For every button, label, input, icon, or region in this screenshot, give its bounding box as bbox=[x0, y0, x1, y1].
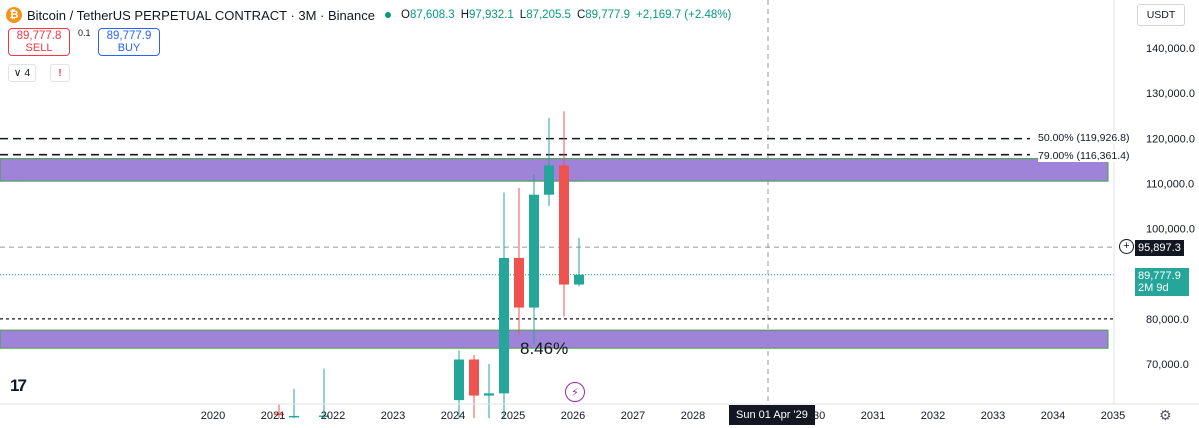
spread-value: 0.1 bbox=[78, 28, 91, 38]
y-tick-label: 120,000.0 bbox=[1146, 133, 1195, 145]
percent-change-label: 8.46% bbox=[520, 339, 569, 358]
x-tick-label: 2035 bbox=[1101, 410, 1125, 422]
y-tick-label: 80,000.0 bbox=[1146, 314, 1189, 326]
sell-button[interactable]: 89,777.8 SELL bbox=[8, 28, 70, 56]
gear-icon[interactable]: ⚙ bbox=[1159, 407, 1172, 423]
last-price-value: 89,777.9 bbox=[1138, 270, 1181, 282]
x-tick-label: 2031 bbox=[861, 410, 885, 422]
y-tick-label: 130,000.0 bbox=[1146, 88, 1195, 100]
candle-body-2 bbox=[319, 415, 329, 417]
indicators-toggle[interactable]: ∨ 4 bbox=[8, 64, 36, 82]
warning-icon[interactable]: ! bbox=[50, 64, 70, 82]
sell-label: SELL bbox=[25, 42, 53, 54]
x-tick-label: 2028 bbox=[681, 410, 705, 422]
event-lightning-icon[interactable]: ⚡ bbox=[565, 382, 585, 402]
x-tick-label: 2021 bbox=[261, 410, 285, 422]
bitcoin-icon: ₿ bbox=[6, 7, 22, 23]
sell-price: 89,777.8 bbox=[16, 30, 62, 42]
candle-body-6 bbox=[499, 257, 509, 394]
candle-body-7 bbox=[514, 257, 524, 308]
ohlc-high: H97,932.1 bbox=[460, 9, 514, 21]
x-tick-label: 2020 bbox=[201, 410, 225, 422]
candle-body-1 bbox=[289, 415, 299, 418]
last-price-tag: 89,777.9 2M 9d bbox=[1135, 268, 1189, 296]
price-zone-1 bbox=[0, 329, 1109, 349]
countdown-value: 2M 9d bbox=[1138, 282, 1169, 294]
candle-body-4 bbox=[469, 359, 479, 396]
y-tick-label: 100,000.0 bbox=[1146, 224, 1195, 236]
add-alert-plus-icon[interactable]: + bbox=[1119, 239, 1134, 254]
crosshair-date-label: Sun 01 Apr '29 bbox=[729, 405, 815, 425]
y-tick-label: 70,000.0 bbox=[1146, 359, 1189, 371]
y-tick-label: 110,000.0 bbox=[1146, 178, 1194, 190]
candle-body-9 bbox=[544, 165, 554, 195]
x-tick-label: 2023 bbox=[381, 410, 405, 422]
symbol-header: ₿ Bitcoin / TetherUS PERPETUAL CONTRACT … bbox=[6, 5, 737, 25]
x-tick-label: 2026 bbox=[561, 410, 585, 422]
x-tick-label: 2022 bbox=[321, 410, 345, 422]
x-tick-label: 2027 bbox=[621, 410, 645, 422]
candle-body-11 bbox=[574, 274, 584, 285]
candle-body-10 bbox=[559, 165, 569, 285]
x-tick-label: 2025 bbox=[501, 410, 525, 422]
ohlc-low: L87,205.5 bbox=[519, 9, 571, 21]
fib-label-lower: 79.00% (116,361.4) bbox=[1038, 150, 1130, 162]
buy-label: BUY bbox=[117, 42, 141, 54]
tradingview-logo[interactable]: 17 bbox=[10, 376, 27, 395]
market-status-dot bbox=[384, 12, 391, 18]
x-tick-label: 2034 bbox=[1041, 410, 1065, 422]
symbol-title[interactable]: Bitcoin / TetherUS PERPETUAL CONTRACT · … bbox=[27, 7, 375, 23]
candle-body-0 bbox=[274, 413, 284, 416]
ohlc-open: O87,608.3 bbox=[400, 9, 455, 21]
buy-price: 89,777.9 bbox=[106, 30, 152, 42]
x-tick-label: 2024 bbox=[441, 410, 465, 422]
fib-label-upper: 50.00% (119,926.8) bbox=[1038, 132, 1130, 144]
x-tick-label: 2033 bbox=[981, 410, 1005, 422]
currency-selector[interactable]: USDT bbox=[1137, 4, 1185, 26]
crosshair-price-tag: 95,897.3 bbox=[1135, 240, 1184, 256]
x-tick-label: 2032 bbox=[921, 410, 945, 422]
buy-button[interactable]: 89,777.9 BUY bbox=[98, 28, 160, 56]
candle-body-8 bbox=[529, 194, 539, 308]
candle-body-3 bbox=[454, 359, 464, 401]
candle-body-5 bbox=[484, 393, 494, 396]
ohlc-close: C89,777.9 bbox=[576, 9, 631, 21]
y-tick-label: 140,000.0 bbox=[1146, 43, 1195, 55]
price-change: +2,169.7 (+2.48%) bbox=[636, 9, 732, 21]
